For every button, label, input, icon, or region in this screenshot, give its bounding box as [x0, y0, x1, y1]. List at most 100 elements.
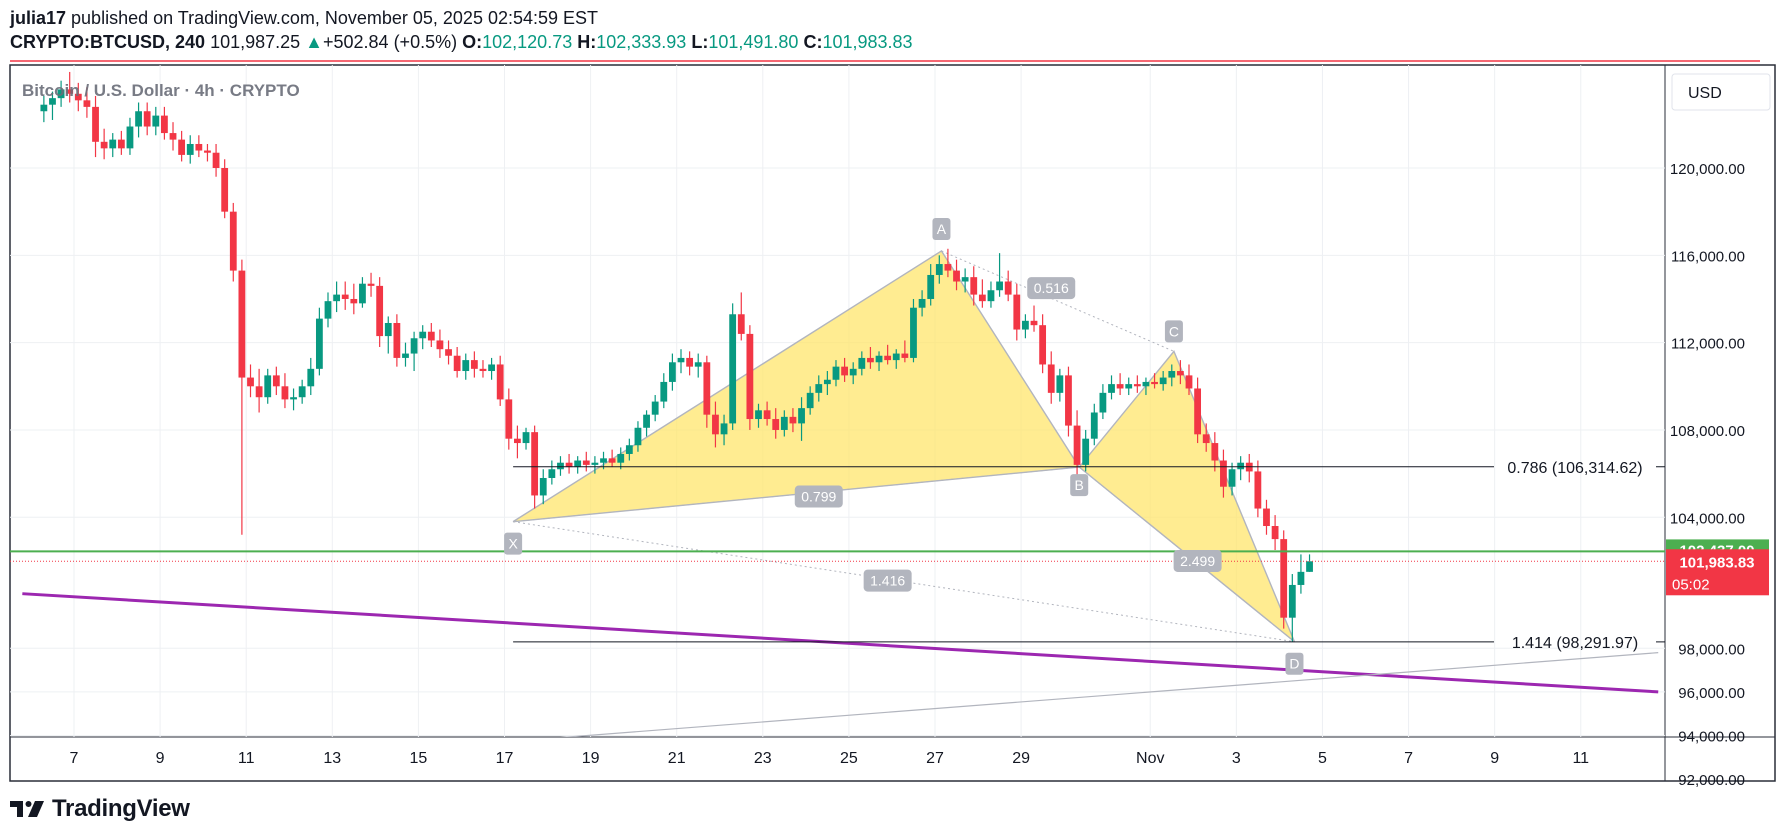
candle-body — [918, 298, 926, 308]
candle-body — [272, 375, 280, 387]
candle — [918, 290, 926, 317]
candle — [686, 351, 694, 376]
candle-body — [66, 89, 74, 94]
candle — [74, 82, 82, 112]
candle — [987, 281, 995, 308]
candle-body — [462, 360, 470, 372]
candle — [841, 357, 848, 382]
candle — [307, 357, 315, 396]
candle-body — [186, 143, 194, 155]
candle — [1254, 460, 1262, 518]
candle-body — [651, 401, 659, 415]
candle-body — [1185, 375, 1193, 389]
candle-body — [229, 211, 237, 271]
candle-body — [1133, 384, 1141, 387]
candle — [66, 71, 74, 103]
ohlc-line: CRYPTO:BTCUSD, 240 101,987.25 ▲+502.84 (… — [10, 30, 913, 54]
candle-body — [703, 362, 711, 415]
candle — [1099, 384, 1107, 420]
candle-body — [1237, 462, 1245, 470]
candle-body — [841, 366, 848, 376]
candle — [229, 202, 237, 282]
candle-body — [117, 139, 125, 149]
candle — [996, 253, 1003, 297]
candle — [1228, 462, 1236, 496]
candle — [204, 143, 211, 162]
candle — [712, 401, 719, 448]
candle-body — [1056, 375, 1064, 393]
candle-body — [419, 331, 427, 339]
candle-body — [557, 462, 564, 470]
candle-body — [100, 141, 108, 149]
candle-body — [1047, 364, 1055, 393]
candle-body — [961, 277, 969, 282]
candle-body — [324, 301, 332, 319]
candle-body — [1220, 460, 1227, 487]
x-tick-label: 9 — [1490, 750, 1499, 767]
candle-body — [789, 416, 797, 424]
candle-body — [978, 294, 986, 302]
candle-body — [574, 460, 582, 468]
ratio-badge: 0.516 — [1027, 277, 1076, 300]
candle-body — [445, 349, 452, 356]
candle — [823, 371, 831, 396]
candle — [341, 281, 349, 310]
pattern-point-badge — [1285, 652, 1304, 675]
candle-body — [221, 168, 229, 212]
fib-level-1-label: 1.414 (98,291.97) — [1512, 635, 1638, 652]
candle — [384, 316, 392, 354]
candle — [1125, 377, 1133, 396]
pattern-point-label: C — [1169, 323, 1179, 339]
pattern-point-a: A — [932, 217, 951, 240]
candle-body — [737, 314, 745, 334]
candle-body — [1116, 384, 1124, 389]
high-value: 102,333.93 — [596, 32, 687, 52]
candle — [315, 307, 323, 376]
candle-body — [384, 322, 392, 337]
last-price-timer: 05:02 — [1672, 576, 1710, 593]
candle — [152, 106, 160, 136]
candle — [1297, 554, 1305, 594]
candle — [221, 159, 229, 219]
candle-body — [255, 386, 263, 398]
candle-body — [161, 115, 168, 134]
candle — [746, 325, 754, 430]
candle — [1211, 432, 1219, 472]
x-tick-label: 29 — [1012, 750, 1030, 767]
candle — [92, 95, 99, 158]
ratio-badge-bg — [1027, 277, 1076, 300]
candle-body — [83, 100, 91, 107]
candle-body — [763, 410, 771, 420]
currency-button-bg[interactable] — [1671, 73, 1771, 111]
pattern-point-d: D — [1285, 652, 1304, 675]
x-tick-label: 19 — [582, 750, 600, 767]
candle-body — [212, 152, 220, 168]
candle-body — [901, 353, 909, 358]
candle-body — [135, 111, 142, 127]
candle-body — [686, 357, 694, 367]
candle-body — [1306, 561, 1313, 572]
candle — [1288, 574, 1296, 642]
candle — [858, 351, 866, 376]
candle — [720, 414, 728, 446]
publisher-line: julia17 published on TradingView.com, No… — [10, 6, 913, 30]
y-tick-label: 98,000.00 — [1678, 641, 1745, 658]
candle-body — [359, 283, 366, 304]
candle — [83, 87, 91, 118]
tradingview-logo-icon — [10, 801, 44, 817]
candle — [100, 128, 108, 160]
candle-body — [195, 143, 203, 151]
candle-body — [660, 381, 668, 402]
candle-body — [281, 386, 289, 400]
candle-body — [410, 338, 418, 354]
candle-body — [531, 432, 539, 496]
candle — [109, 133, 117, 158]
currency-button[interactable]: USD — [1671, 73, 1771, 111]
last-price: 101,987.25 — [210, 32, 301, 52]
candle — [539, 469, 547, 505]
ratio-connector — [1078, 466, 1295, 643]
candle-body — [522, 432, 530, 444]
candle-body — [1039, 325, 1047, 365]
candle-body — [1125, 384, 1133, 389]
